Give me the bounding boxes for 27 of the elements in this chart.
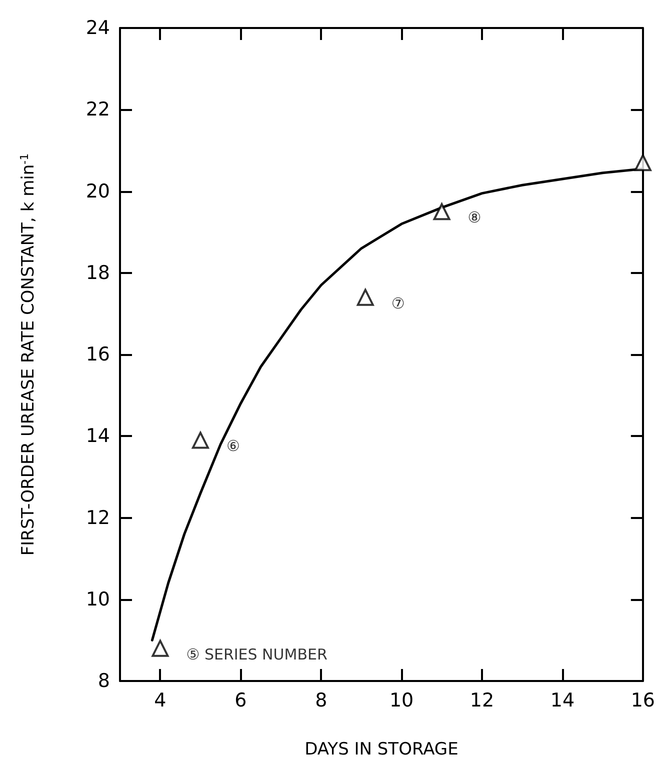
y-tick-label: 20: [86, 180, 110, 202]
x-tick-label: 8: [315, 690, 328, 712]
x-tick-label: 4: [154, 690, 166, 712]
y-axis-title: FIRST-ORDER UREASE RATE CONSTANT, k min-1: [18, 153, 38, 556]
x-tick-label: 12: [470, 690, 494, 712]
x-axis-title: DAYS IN STORAGE: [304, 740, 458, 760]
y-tick-label: 16: [86, 344, 110, 366]
point: [433, 203, 450, 220]
y-tick-label: 14: [86, 425, 110, 448]
annotation: ⑤ SERIES NUMBER: [186, 645, 328, 664]
point: [192, 432, 209, 449]
point: [152, 640, 169, 657]
annotation: ⑥: [226, 437, 240, 456]
y-tick-label: 24: [86, 17, 110, 39]
y-tick-label: 18: [86, 262, 110, 284]
y-tick-label: 22: [86, 98, 110, 121]
x-tick-label: 10: [389, 690, 414, 712]
y-tick-label: 10: [86, 588, 110, 610]
annotation: ⑧: [468, 208, 482, 227]
x-tick-label: 6: [234, 690, 247, 712]
x-tick-label: 14: [550, 690, 575, 712]
annotation: ⑦: [391, 294, 405, 312]
y-tick-label: 12: [86, 506, 110, 529]
point: [634, 154, 652, 172]
point: [356, 288, 374, 306]
y-tick-label: 8: [98, 670, 110, 692]
x-tick-label: 16: [630, 690, 656, 712]
